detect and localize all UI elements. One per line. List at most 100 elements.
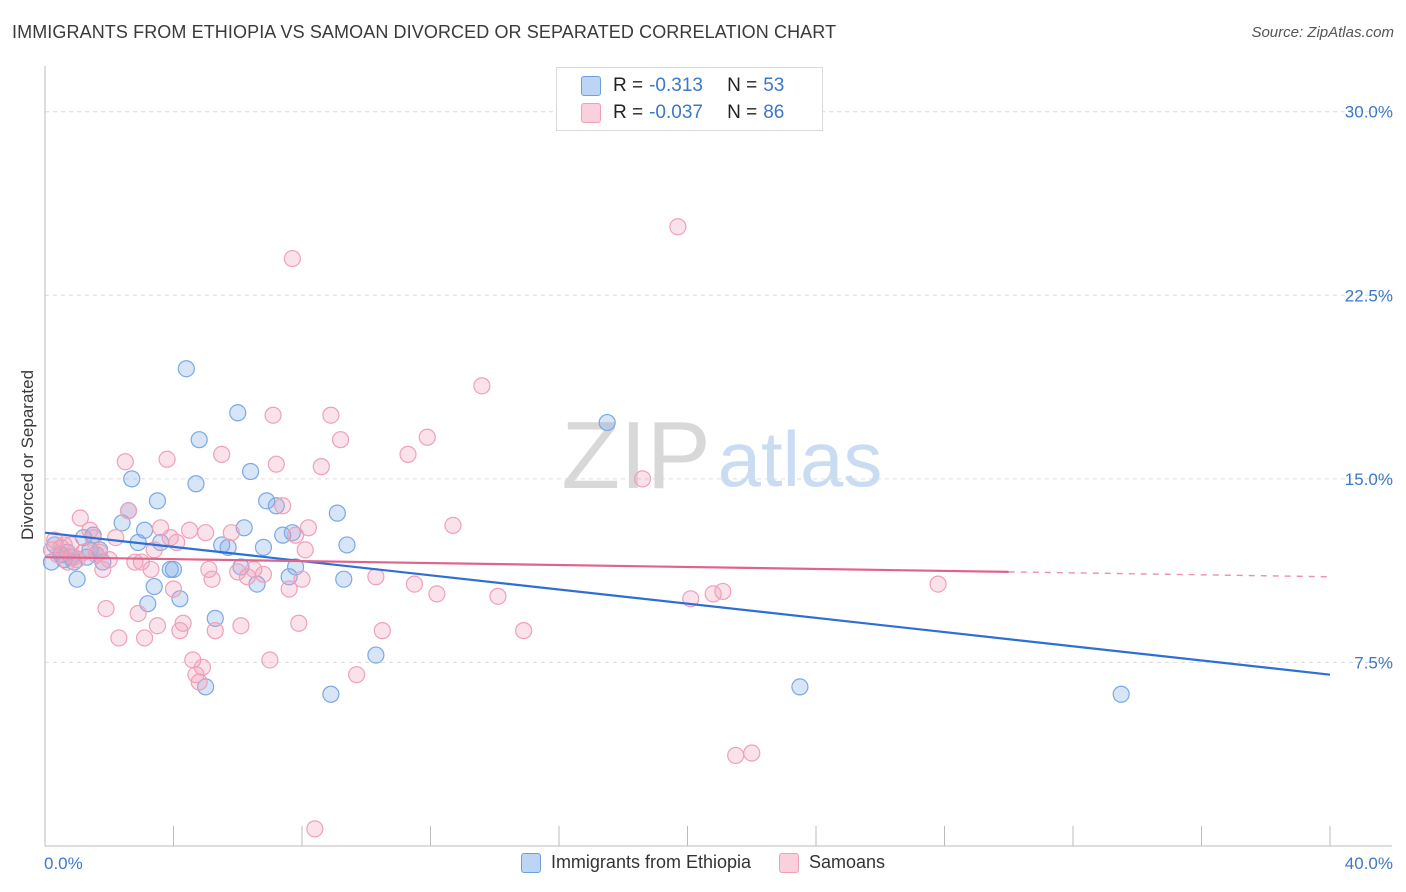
point-samoans <box>322 406 340 424</box>
point-samoans <box>444 516 462 534</box>
n-label: N = <box>727 102 758 123</box>
point-ethiopia <box>235 519 253 537</box>
point-samoans <box>193 658 212 676</box>
point-samoans <box>418 428 436 446</box>
r-value: -0.313 <box>649 75 703 96</box>
point-samoans <box>727 746 745 765</box>
trend-lines <box>44 531 1331 676</box>
point-samoans <box>116 453 134 471</box>
point-samoans <box>280 580 298 598</box>
point-samoans <box>135 629 154 647</box>
point-samoans <box>197 524 215 542</box>
point-ethiopia <box>283 524 301 542</box>
point-ethiopia <box>322 685 340 703</box>
point-ethiopia <box>164 560 183 579</box>
trend-line-ethiopia <box>44 531 1331 676</box>
point-samoans <box>489 587 507 605</box>
point-samoans <box>180 521 199 539</box>
point-samoans <box>373 622 391 640</box>
series-ethiopia-points <box>42 360 1130 703</box>
trend-line-samoans <box>44 556 1009 573</box>
point-samoans <box>97 599 115 618</box>
series-samoans-points <box>42 218 947 838</box>
axes <box>44 66 1392 847</box>
watermark-atlas: atlas <box>718 415 883 503</box>
r-value: -0.037 <box>649 102 703 123</box>
point-ethiopia <box>338 536 356 554</box>
point-samoans <box>428 585 446 603</box>
legend-label-samoans: Samoans <box>809 852 886 872</box>
point-ethiopia <box>206 609 224 627</box>
point-ethiopia <box>171 590 189 608</box>
r-label: R = <box>613 75 644 96</box>
n-label: N = <box>727 75 758 96</box>
source-label: Source: ZipAtlas.com <box>1251 24 1394 41</box>
point-ethiopia <box>367 646 385 664</box>
point-samoans <box>164 580 183 598</box>
point-ethiopia <box>258 492 276 510</box>
point-samoans <box>264 406 282 424</box>
point-ethiopia <box>254 538 273 556</box>
point-samoans <box>148 617 167 635</box>
point-samoans <box>232 617 250 635</box>
point-samoans <box>119 502 138 520</box>
point-ethiopia <box>123 470 141 488</box>
point-ethiopia <box>68 570 86 588</box>
point-ethiopia <box>791 678 809 696</box>
point-ethiopia <box>242 462 260 481</box>
point-samoans <box>100 551 118 569</box>
legend-swatch-samoans <box>779 852 800 873</box>
stats-row-ethiopia: R = -0.313 N = 53 <box>581 74 784 98</box>
point-samoans <box>200 560 218 579</box>
point-ethiopia <box>335 570 353 588</box>
point-samoans <box>296 541 314 559</box>
point-samoans <box>714 582 732 601</box>
point-samoans <box>129 604 147 623</box>
point-samoans <box>254 565 273 583</box>
point-ethiopia <box>280 568 298 586</box>
point-samoans <box>274 497 292 515</box>
point-ethiopia <box>598 413 616 432</box>
x-tick-label-max: 40.0% <box>1345 854 1393 873</box>
point-samoans <box>405 575 424 593</box>
point-ethiopia <box>229 404 247 422</box>
point-samoans <box>283 249 301 268</box>
watermark: ZIP atlas <box>561 402 882 509</box>
point-ethiopia <box>135 521 154 539</box>
legend-item-samoans[interactable]: Samoans <box>779 852 885 873</box>
tick-labels: 7.5% 15.0% 22.5% 30.0% 0.0% 40.0% <box>44 103 1393 873</box>
point-samoans <box>222 524 240 542</box>
point-samoans <box>110 629 128 647</box>
point-ethiopia <box>187 475 205 493</box>
point-ethiopia <box>190 431 208 449</box>
y-tick-label: 22.5% <box>1345 286 1393 305</box>
legend-label-ethiopia: Immigrants from Ethiopia <box>550 852 752 872</box>
watermark-zip: ZIP <box>561 402 710 509</box>
trend-line-samoans-extension <box>1008 571 1331 578</box>
point-samoans <box>743 744 761 762</box>
point-samoans <box>174 614 192 632</box>
swatch-ethiopia <box>581 76 601 96</box>
point-samoans <box>929 575 947 593</box>
point-ethiopia <box>148 492 167 510</box>
chart-title: IMMIGRANTS FROM ETHIOPIA VS SAMOAN DIVOR… <box>12 22 837 42</box>
point-samoans <box>261 651 279 669</box>
point-ethiopia <box>328 504 346 522</box>
point-samoans <box>206 622 224 640</box>
point-samoans <box>306 820 324 838</box>
point-samoans <box>203 570 221 588</box>
n-value: 86 <box>763 102 785 123</box>
grid-lines <box>45 111 1392 663</box>
point-ethiopia <box>145 577 163 596</box>
point-samoans <box>190 673 208 691</box>
point-ethiopia <box>232 558 250 576</box>
point-samoans <box>348 666 366 684</box>
x-tick-label-min: 0.0% <box>44 854 83 873</box>
n-value: 53 <box>763 75 785 96</box>
legend-item-ethiopia[interactable]: Immigrants from Ethiopia <box>520 852 752 873</box>
point-samoans <box>399 445 417 463</box>
point-samoans <box>286 526 305 544</box>
point-samoans <box>142 560 160 579</box>
stats-row-samoans: R = -0.037 N = 86 <box>581 101 784 125</box>
point-samoans <box>158 450 176 468</box>
